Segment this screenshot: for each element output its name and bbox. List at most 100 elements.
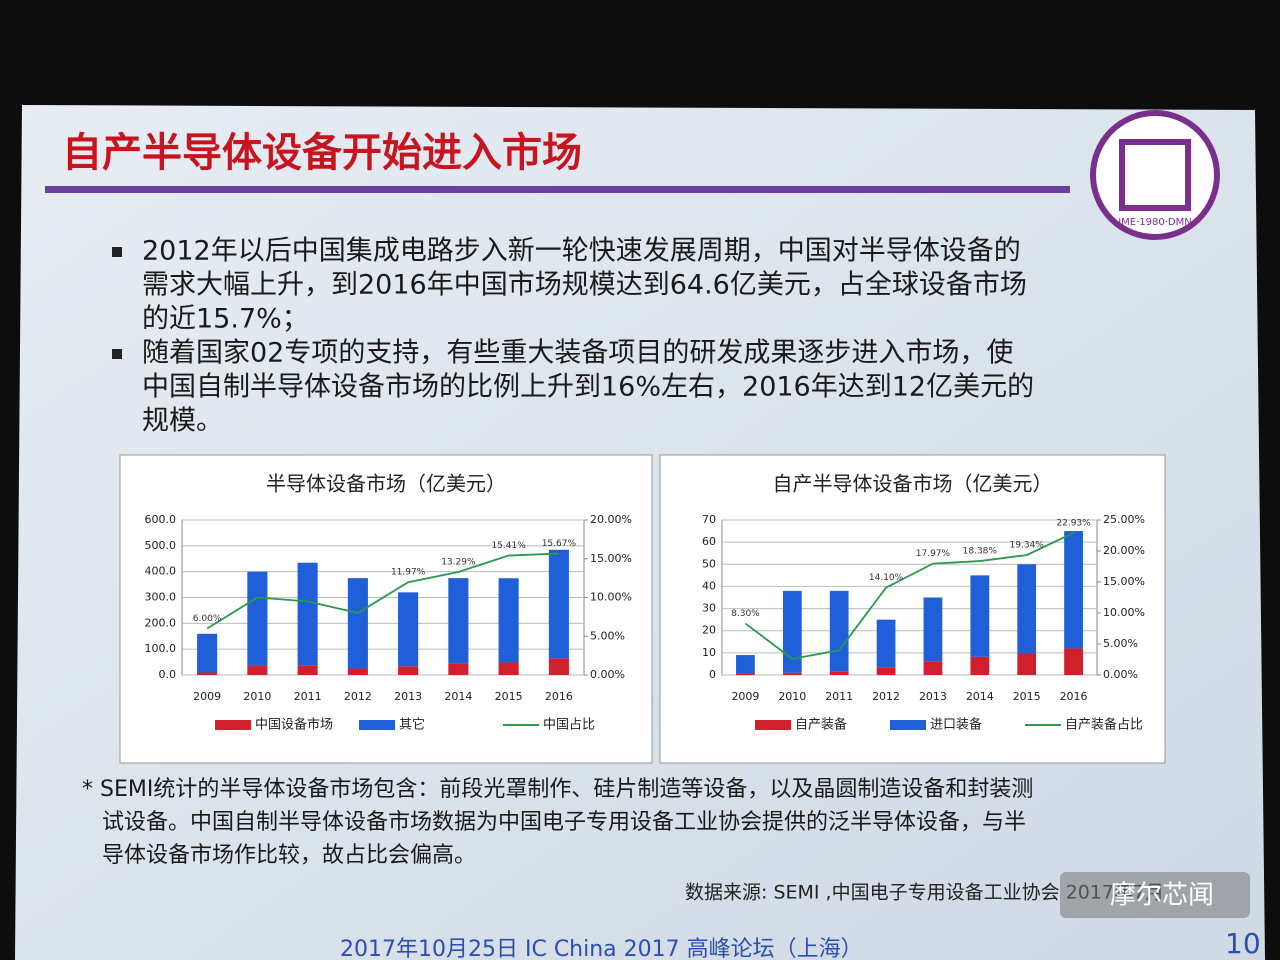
bar	[1064, 648, 1083, 675]
watermark-bg	[1060, 872, 1250, 918]
y2-tick-label: 5.00%	[590, 629, 625, 642]
legend-swatch	[755, 720, 791, 730]
x-tick-label: 2012	[872, 690, 900, 703]
chart-title: 自产半导体设备市场（亿美元）	[773, 472, 1053, 496]
y2-tick-label: 0.00%	[1103, 668, 1138, 681]
title-underline	[45, 186, 1070, 193]
footnote-line: 导体设备市场作比较，故占比会偏高。	[102, 843, 476, 868]
legend-label: 自产装备占比	[1065, 717, 1143, 733]
x-tick-label: 2016	[1060, 690, 1088, 703]
bar	[970, 656, 990, 675]
x-tick-label: 2016	[545, 690, 573, 703]
bar	[1017, 653, 1037, 675]
bar	[548, 658, 569, 675]
bar	[197, 672, 218, 675]
bar	[347, 668, 368, 675]
bar	[398, 592, 419, 667]
bar	[829, 671, 849, 675]
bar	[829, 590, 849, 672]
y-tick-label: 10	[702, 646, 716, 659]
bullet-text: 随着国家02专项的支持，有些重大装备项目的研发成果逐步进入市场，使	[142, 338, 1013, 369]
y-tick-label: 400.0	[145, 565, 177, 578]
y2-tick-label: 20.00%	[1103, 544, 1145, 557]
legend-label: 进口装备	[930, 717, 982, 733]
y2-tick-label: 0.00%	[590, 668, 625, 681]
bar	[923, 597, 943, 662]
bullet-text: 2012年以后中国集成电路步入新一轮快速发展周期，中国对半导体设备的	[142, 236, 1021, 267]
bar	[923, 661, 943, 675]
bullet-text: 规模。	[142, 406, 223, 437]
y2-tick-label: 15.00%	[1103, 575, 1145, 588]
legend-label: 其它	[399, 717, 425, 733]
x-tick-label: 2014	[966, 690, 994, 703]
y2-tick-label: 20.00%	[590, 513, 632, 526]
x-tick-label: 2011	[825, 690, 853, 703]
legend-label: 中国占比	[543, 718, 595, 733]
value-label: 17.97%	[916, 549, 951, 559]
x-tick-label: 2015	[1013, 690, 1041, 703]
bar	[297, 562, 318, 666]
y-tick-label: 0	[709, 668, 716, 681]
y2-tick-label: 10.00%	[590, 591, 632, 604]
bar	[197, 633, 218, 673]
x-tick-label: 2011	[294, 690, 322, 703]
logo-mark	[1119, 139, 1191, 211]
y-tick-label: 200.0	[145, 616, 177, 629]
value-label: 15.67%	[542, 539, 577, 549]
legend-label: 中国设备市场	[255, 717, 333, 733]
bar	[247, 665, 268, 675]
watermark: 摩尔芯闻	[1110, 881, 1214, 911]
y-tick-label: 40	[702, 579, 716, 592]
value-label: 22.93%	[1056, 518, 1091, 528]
bar	[782, 672, 802, 675]
bar	[1064, 531, 1083, 649]
bar	[448, 663, 469, 675]
chart-title: 半导体设备市场（亿美元）	[266, 472, 506, 496]
logo-text: IME·1980·DMN	[1118, 217, 1192, 228]
bar	[876, 667, 896, 675]
footnote: * SEMI统计的半导体设备市场包含：前段光罩制作、硅片制造等设备，以及晶圆制造…	[82, 777, 1033, 868]
bar	[736, 673, 755, 675]
legend-swatch	[890, 720, 926, 730]
bar	[548, 549, 569, 659]
y-tick-label: 500.0	[145, 539, 177, 552]
footer: 2017年10月25日 IC China 2017 高峰论坛（上海）	[340, 937, 863, 960]
charts: 半导体设备市场（亿美元）0.0100.0200.0300.0400.0500.0…	[145, 472, 1145, 733]
x-tick-label: 2012	[344, 690, 372, 703]
y-tick-label: 100.0	[145, 642, 177, 655]
line-series	[744, 532, 1074, 660]
slide-title: 自产半导体设备开始进入市场	[62, 130, 582, 176]
bar	[448, 578, 469, 664]
y-tick-label: 70	[702, 513, 716, 526]
value-label: 19.34%	[1010, 541, 1045, 551]
bar	[347, 578, 368, 669]
value-label: 15.41%	[491, 541, 526, 551]
bar	[1017, 564, 1037, 654]
x-tick-label: 2009	[193, 690, 221, 703]
line-series	[206, 552, 559, 630]
y2-tick-label: 10.00%	[1103, 606, 1145, 619]
value-label: 14.10%	[869, 573, 904, 583]
y-tick-label: 50	[702, 557, 716, 570]
y-tick-label: 0.0	[159, 668, 177, 681]
value-label: 6.00%	[193, 614, 222, 624]
y2-tick-label: 5.00%	[1103, 637, 1138, 650]
bar	[782, 590, 802, 673]
page-number: 10	[1225, 927, 1261, 960]
value-label: 18.38%	[963, 547, 998, 557]
footnote-line: * SEMI统计的半导体设备市场包含：前段光罩制作、硅片制造等设备，以及晶圆制造…	[82, 777, 1033, 802]
value-label: 13.29%	[441, 558, 476, 568]
x-tick-label: 2010	[778, 690, 806, 703]
value-label: 8.30%	[731, 609, 760, 619]
bullet-list: 2012年以后中国集成电路步入新一轮快速发展周期，中国对半导体设备的需求大幅上升…	[112, 236, 1034, 437]
y-tick-label: 600.0	[145, 513, 177, 526]
legend-label: 自产装备	[795, 717, 847, 733]
footnote-line: 试设备。中国自制半导体设备市场数据为中国电子专用设备工业协会提供的泛半导体设备，…	[102, 810, 1026, 835]
y-tick-label: 60	[702, 535, 716, 548]
x-tick-label: 2014	[444, 690, 472, 703]
x-tick-label: 2013	[394, 690, 422, 703]
y2-tick-label: 15.00%	[590, 552, 632, 565]
bullet-text: 的近15.7%；	[142, 304, 309, 335]
